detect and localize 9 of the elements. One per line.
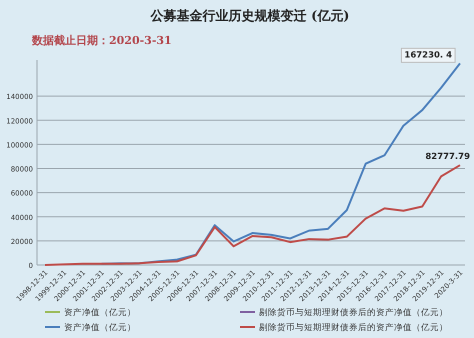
legend-label: 资产净值（亿元）: [64, 307, 136, 318]
data-label: 167230. 4: [404, 50, 452, 60]
legend-label: 资产净值（亿元）: [64, 322, 136, 333]
legend-label: 剔除货币与短期理财债券后的资产净值（亿元）: [259, 307, 448, 318]
chart-title: 公募基金行业历史规模变迁 (亿元): [150, 8, 350, 24]
line-series: [44, 164, 461, 266]
chart-subtitle: 数据截止日期：2020-3-31: [31, 34, 172, 47]
data-label: 82777.79: [425, 152, 470, 162]
legend-label: 剔除货币与短期理财债券后的资产净值（亿元）: [259, 322, 448, 333]
